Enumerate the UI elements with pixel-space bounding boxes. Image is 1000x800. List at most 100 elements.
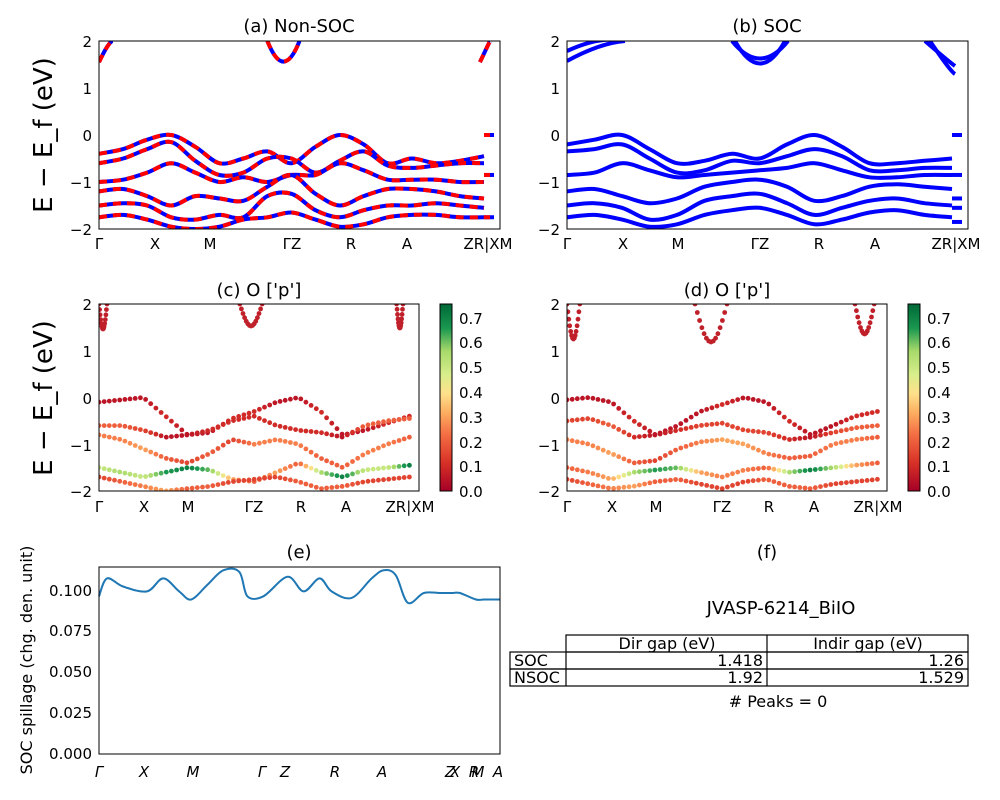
projection-dot: [303, 428, 309, 434]
projection-dot: [138, 474, 143, 479]
projection-dot: [282, 466, 288, 471]
projection-dot: [750, 466, 756, 472]
projection-dot: [350, 459, 355, 464]
panel-e: (e) 0.100 0.075 0.050 0.025 0.000 Γ X M …: [17, 542, 503, 781]
projection-dot: [189, 485, 195, 491]
kpoint-label: Γ: [95, 235, 104, 253]
projection-dot: [828, 430, 834, 436]
projection-dot: [394, 304, 399, 307]
projection-dot: [184, 486, 190, 491]
projection-dot: [833, 421, 839, 427]
projection-dot: [99, 317, 104, 322]
projection-dot: [730, 471, 735, 477]
projection-dot: [637, 482, 642, 488]
band-line: [567, 205, 953, 229]
projection-dot: [575, 316, 581, 322]
projection-dot: [194, 485, 200, 490]
projection-dot: [574, 396, 580, 402]
projection-dot: [600, 474, 606, 480]
panel-d-title: (d) O ['p']: [684, 280, 770, 301]
panel-c-xticks: Γ X M ΓZ R A ZR|XM: [95, 498, 435, 516]
projection-dot: [797, 468, 803, 474]
projection-dot: [740, 395, 746, 401]
projection-dot: [112, 398, 117, 403]
projection-dot: [668, 477, 673, 483]
projection-dot: [319, 430, 324, 436]
panel-a-frame: [98, 40, 501, 230]
projection-dot: [319, 470, 324, 475]
projection-dot: [756, 447, 761, 453]
colorbar-tick: 0.4: [459, 384, 483, 402]
colorbar-tick: 0.1: [459, 458, 483, 476]
colorbar-tick: 0.6: [459, 334, 483, 352]
projection-dot: [787, 484, 792, 489]
projection-dot: [699, 408, 704, 414]
projection-dot: [225, 420, 231, 425]
projection-dot: [169, 434, 174, 439]
projection-dot: [771, 452, 777, 458]
projection-dot: [833, 481, 839, 487]
band-line: [99, 210, 485, 229]
table-cell: SOC: [514, 651, 548, 670]
projection-dot: [153, 405, 159, 411]
projection-dot: [103, 312, 109, 318]
projection-dot: [350, 429, 355, 435]
projection-dot: [99, 465, 102, 470]
projection-dot: [766, 477, 772, 483]
projection-dot: [255, 315, 260, 321]
projection-dot: [277, 438, 283, 443]
projection-dot: [407, 462, 412, 468]
projection-dot: [678, 477, 684, 483]
projection-dot: [313, 406, 319, 412]
projection-dot: [225, 439, 231, 445]
projection-dot: [717, 325, 723, 331]
kpoint-label: M: [672, 235, 685, 253]
projection-dot: [647, 468, 653, 473]
projection-dot: [637, 459, 642, 465]
projection-dot: [600, 447, 606, 453]
projection-dot: [143, 484, 149, 490]
projection-dot: [611, 476, 616, 481]
projection-dot: [112, 435, 117, 441]
projection-dot: [262, 475, 267, 481]
projection-dot: [174, 467, 180, 473]
projection-dot: [859, 462, 865, 467]
projection-dot: [104, 307, 109, 312]
projection-dot: [236, 438, 242, 444]
projection-dot: [282, 397, 288, 403]
projection-dot: [262, 439, 267, 445]
projection-dot: [106, 434, 112, 440]
projection-dot: [399, 312, 405, 317]
projection-dot: [699, 325, 705, 331]
projection-dot: [240, 311, 246, 316]
projection-dot: [875, 423, 880, 428]
projection-dot: [807, 467, 813, 473]
projection-dot: [802, 435, 808, 441]
kpoint-label: Z: [444, 763, 456, 781]
table-cell: 1.529: [918, 668, 964, 687]
colorbar-tick: 0.1: [927, 458, 951, 476]
panel-c-projected-bands: [99, 304, 412, 491]
projection-dot: [714, 473, 720, 479]
projection-dot: [370, 421, 376, 427]
kpoint-label: ZR|XM: [464, 235, 513, 253]
projection-dot: [200, 466, 205, 472]
projection-dot: [246, 477, 252, 483]
kpoint-label: Γ: [95, 763, 105, 781]
projection-dot: [210, 426, 216, 432]
projection-dot: [722, 310, 728, 315]
projection-dot: [329, 460, 335, 466]
projection-dot: [257, 406, 262, 412]
projection-dot: [391, 476, 397, 481]
projection-dot: [106, 476, 112, 482]
panel-a: (a) Non-SOC 2 1 0 −1 −2 Γ X M ΓZ R A ZR|…: [29, 16, 512, 253]
projection-dot: [693, 423, 699, 429]
projection-dot: [567, 437, 570, 442]
projection-dot: [852, 304, 858, 307]
projection-dot: [616, 474, 622, 480]
projection-dot: [370, 447, 376, 453]
projection-dot: [112, 468, 117, 474]
projection-dot: [631, 434, 637, 440]
projection-dot: [365, 422, 371, 428]
colorbar-tick: 0.7: [927, 310, 951, 328]
